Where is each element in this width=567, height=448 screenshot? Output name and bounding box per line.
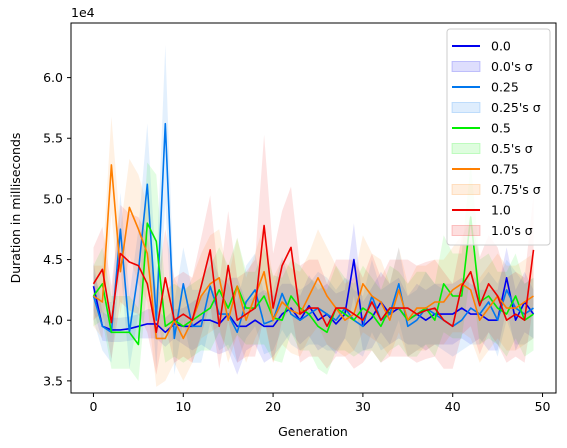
legend-label-4: 1.0	[491, 203, 511, 218]
y-tick-label: 4.0	[43, 313, 63, 328]
legend-label-3: 0.75	[491, 162, 519, 177]
legend-label-0: 0.0	[491, 39, 511, 54]
legend-box	[446, 28, 551, 246]
plot-frame	[70, 22, 557, 394]
legend-band-label-1: 0.25's σ	[491, 100, 541, 115]
legend-band-swatch-2	[451, 143, 481, 154]
series-line-1	[92, 122, 534, 340]
x-axis-label: Generation	[278, 424, 348, 439]
legend-label-2: 0.5	[491, 121, 511, 136]
x-axis-ticks: 0 10 20 30 40 50	[89, 393, 551, 414]
legend-band-swatch-0	[451, 61, 481, 72]
legend-label-1: 0.25	[491, 80, 519, 95]
legend-band-swatch-3	[451, 184, 481, 195]
x-tick-label: 30	[355, 399, 371, 414]
series-line-3	[93, 164, 534, 340]
x-tick-label: 40	[445, 399, 461, 414]
y-tick-label: 5.5	[43, 131, 63, 146]
x-tick-label: 50	[535, 399, 551, 414]
legend-band-label-4: 1.0's σ	[491, 223, 533, 238]
y-tick-label: 3.5	[43, 373, 63, 388]
legend-band-label-0: 0.0's σ	[491, 59, 533, 74]
y-tick-label: 4.5	[43, 252, 63, 267]
y-axis-offset-label: 1e4	[71, 5, 95, 20]
sigma-band-2	[93, 162, 534, 381]
legend: 0.0 0.0's σ 0.25 0.25's σ 0.5 0.5's σ 0.75 0.75…	[446, 28, 551, 246]
sigma-band-0	[93, 223, 534, 375]
series-line-4	[92, 224, 535, 334]
x-tick-label: 20	[265, 399, 281, 414]
legend-band-label-2: 0.5's σ	[491, 141, 533, 156]
legend-band-swatch-4	[451, 225, 481, 236]
legend-band-label-3: 0.75's σ	[491, 182, 541, 197]
x-tick-label: 10	[175, 399, 191, 414]
series-lines	[92, 122, 535, 346]
legend-band-swatch-1	[451, 102, 481, 113]
series-line-0	[92, 258, 535, 334]
y-tick-label: 6.0	[43, 70, 63, 85]
y-axis-ticks: 3.5 4.0 4.5 5.0 5.5 6.0	[43, 70, 71, 388]
y-tick-label: 5.0	[43, 191, 63, 206]
y-axis-label: Duration in milliseconds	[8, 133, 23, 284]
x-tick-label: 0	[89, 399, 97, 414]
